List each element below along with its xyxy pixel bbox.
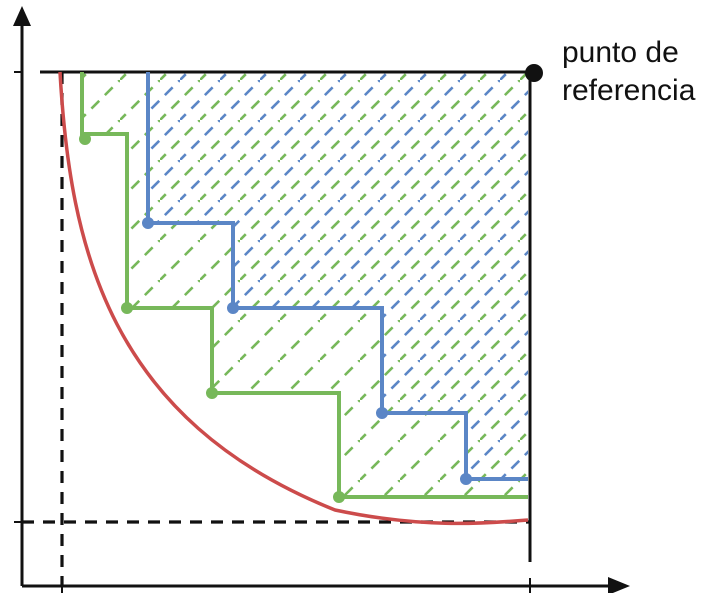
blue-point [376, 407, 388, 419]
blue-front-staircase [146, 72, 528, 481]
green-point [79, 133, 91, 145]
pareto-front-curve [58, 71, 529, 526]
green-front-staircase [80, 72, 528, 499]
x-axis [22, 577, 630, 593]
blue-front-points [142, 217, 472, 485]
arrow-up-icon [13, 6, 31, 26]
blue-point [142, 217, 154, 229]
green-point [206, 387, 218, 399]
reference-point-label: punto de referencia [562, 34, 720, 110]
reference-point-icon [525, 64, 543, 82]
blue-point [460, 473, 472, 485]
green-front-points [79, 133, 345, 503]
arrow-right-icon [608, 577, 630, 593]
blue-point [227, 302, 239, 314]
reference-label-line2: referencia [562, 74, 696, 107]
green-point [121, 302, 133, 314]
y-axis [13, 6, 31, 586]
reference-label-line1: punto de [562, 36, 679, 69]
green-point [333, 491, 345, 503]
